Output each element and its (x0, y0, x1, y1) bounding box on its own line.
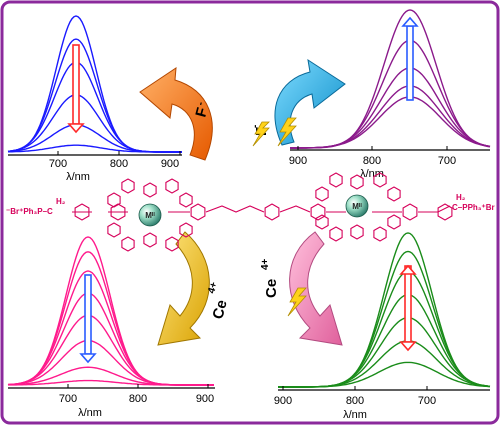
lightning-icon (287, 287, 307, 317)
curved-arrow-pink (289, 231, 343, 346)
tick-label: 800 (346, 395, 364, 407)
terpyridine-ligands (107, 172, 401, 252)
metal-label: Mᴵᴵ (352, 202, 362, 211)
metal-center-left: Mᴵᴵ (138, 203, 162, 227)
arrow-head (401, 16, 419, 27)
emission-curve (8, 144, 182, 153)
ring (190, 203, 206, 221)
tick-label: 700 (418, 395, 436, 407)
metal-center-right: Mᴵᴵ (345, 194, 369, 218)
lightning-icon (252, 121, 270, 147)
trend-arrow-down (79, 274, 97, 364)
arrow-shaft (406, 25, 414, 101)
end-group-right-h2: H₂ (456, 193, 466, 202)
ring (350, 224, 364, 240)
x-axis-label: λ/nm (66, 171, 90, 183)
spectrum-panel-top-left: 700 800 900 λ/nm (7, 15, 182, 183)
metal-label: Mᴵᴵ (145, 211, 155, 220)
ring (329, 172, 343, 188)
reagent-cerium-right: Ce (263, 279, 280, 298)
emission-curve (8, 379, 214, 386)
tick-label: 900 (196, 393, 214, 405)
curved-arrow-orange (139, 67, 213, 161)
reagent-fluoride-left: F (192, 106, 211, 119)
reagent-charge: - (250, 125, 261, 128)
ring (165, 178, 179, 194)
metallo-supramolecular-complex (72, 172, 453, 252)
emission-curve (290, 96, 491, 149)
reagent-charge: 4+ (260, 258, 271, 270)
ring (110, 203, 126, 221)
ring (121, 236, 135, 252)
reagent-charge: - (195, 101, 206, 107)
spectrum-panel-top-right: 900 800 700 λ/nm (289, 9, 491, 180)
trend-arrow-down (67, 44, 85, 134)
arrow-shaft (72, 44, 80, 125)
ring (387, 214, 401, 230)
ring (179, 222, 193, 238)
tick-label: 700 (59, 393, 77, 405)
ring (373, 226, 387, 242)
lightning-icon (277, 117, 297, 147)
x-axis-label: λ/nm (360, 168, 384, 180)
ring (143, 232, 157, 248)
end-group-left-h2: H₂ (56, 197, 66, 206)
aromatic-rings (74, 203, 453, 221)
trend-arrow-double (399, 264, 417, 352)
ring (121, 178, 135, 194)
conjugated-backbone (72, 205, 451, 213)
end-group-left: ⁻Br⁺Ph₃P–C (6, 207, 53, 216)
ring (107, 192, 121, 208)
ring (315, 186, 329, 202)
tick-label: 700 (49, 158, 67, 170)
arrow-head (79, 353, 97, 364)
reagent-cerium-left: Ce (209, 298, 230, 321)
tick-label: 900 (274, 395, 292, 407)
ring (143, 182, 157, 198)
ring (387, 186, 401, 202)
tick-label: 800 (129, 393, 147, 405)
tick-label: 700 (438, 155, 456, 167)
ring (350, 174, 364, 190)
ring (402, 203, 418, 221)
tick-label: 800 (363, 155, 381, 167)
emission-curve (278, 361, 491, 388)
reagent-charge: 4+ (206, 281, 220, 295)
arrow-shaft (404, 265, 412, 343)
ring (179, 192, 193, 208)
arrow-shaft (84, 274, 92, 355)
ring (165, 236, 179, 252)
ring (437, 203, 453, 221)
spectrum-panel-bottom-left: 700 800 900 λ/nm (7, 236, 215, 419)
ring (264, 203, 280, 221)
spectrum-panel-bottom-right: 900 800 700 λ/nm (274, 232, 491, 421)
x-axis-label: λ/nm (78, 407, 102, 419)
end-group-right: C–PPh₃⁺Br (452, 203, 495, 212)
ring (315, 214, 329, 230)
ring (373, 172, 387, 188)
ring (74, 203, 90, 221)
arrow-head (67, 123, 85, 134)
arrow-head (399, 264, 417, 275)
ring (329, 226, 343, 242)
x-axis-label: λ/nm (343, 409, 367, 421)
ring (310, 203, 326, 221)
curved-arrow-yellow (157, 231, 210, 346)
trend-arrow-up (401, 16, 419, 101)
tick-label: 900 (289, 155, 307, 167)
tick-label: 900 (161, 158, 179, 170)
tick-label: 800 (110, 158, 128, 170)
ring (107, 222, 121, 238)
arrow-head (399, 341, 417, 352)
